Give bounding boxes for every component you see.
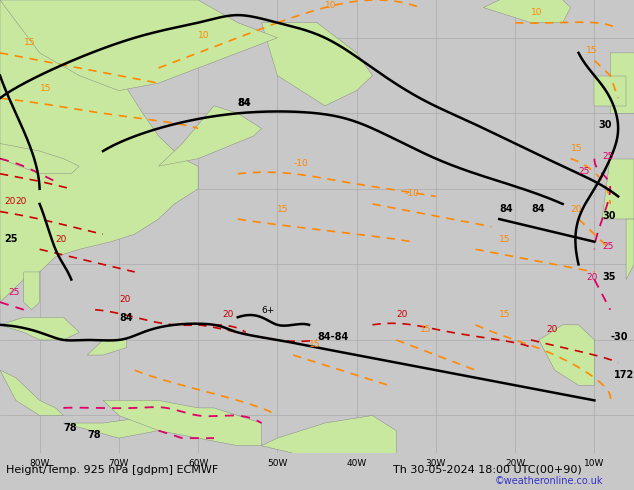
Text: 20: 20 (586, 272, 598, 281)
Text: 20: 20 (547, 325, 558, 334)
Polygon shape (539, 325, 595, 385)
Polygon shape (261, 416, 396, 461)
Text: Th 30-05-2024 18:00 UTC(00+90): Th 30-05-2024 18:00 UTC(00+90) (393, 465, 582, 475)
Text: -10: -10 (404, 190, 419, 198)
Text: -30: -30 (610, 332, 628, 342)
Text: 172: 172 (614, 370, 634, 380)
Polygon shape (63, 408, 198, 438)
Polygon shape (610, 53, 634, 113)
Text: 20: 20 (55, 235, 67, 244)
Text: 10: 10 (325, 0, 337, 9)
Polygon shape (0, 0, 277, 91)
Text: 30W: 30W (425, 459, 446, 468)
Text: 20: 20 (222, 310, 233, 319)
Polygon shape (595, 75, 626, 106)
Polygon shape (0, 318, 79, 340)
Text: 84: 84 (238, 98, 251, 108)
Text: 35: 35 (602, 271, 616, 281)
Text: 84: 84 (531, 203, 545, 214)
Text: 78: 78 (63, 422, 77, 433)
Polygon shape (483, 0, 571, 23)
Polygon shape (0, 144, 79, 174)
Text: 80W: 80W (29, 459, 50, 468)
Text: 20: 20 (16, 197, 27, 206)
Text: 25: 25 (602, 242, 614, 251)
Polygon shape (103, 400, 261, 446)
Text: 15: 15 (39, 84, 51, 93)
Polygon shape (0, 0, 198, 302)
Text: 6+: 6+ (261, 307, 275, 316)
Text: 15: 15 (277, 204, 289, 214)
Text: 1: 1 (0, 151, 2, 161)
Text: 20: 20 (396, 310, 408, 319)
Text: 15: 15 (309, 341, 321, 349)
Text: 25: 25 (578, 167, 590, 176)
Polygon shape (0, 370, 63, 416)
Polygon shape (602, 159, 634, 219)
Text: 30: 30 (602, 211, 616, 221)
Text: 84-84: 84-84 (317, 332, 348, 342)
Text: 15: 15 (420, 325, 432, 334)
Polygon shape (23, 272, 39, 310)
Text: 15: 15 (571, 144, 582, 153)
Text: 78: 78 (87, 430, 101, 440)
Text: 60W: 60W (188, 459, 209, 468)
Polygon shape (626, 219, 634, 279)
Polygon shape (87, 340, 127, 355)
Text: 84: 84 (238, 98, 251, 108)
Polygon shape (158, 106, 261, 166)
Text: 50W: 50W (267, 459, 288, 468)
Text: 20: 20 (571, 204, 582, 214)
Text: 20W: 20W (505, 459, 525, 468)
Text: ©weatheronline.co.uk: ©weatheronline.co.uk (495, 476, 603, 486)
Text: 25: 25 (602, 151, 614, 161)
Text: 15: 15 (500, 235, 511, 244)
Text: 25: 25 (4, 234, 18, 244)
Text: -10: -10 (293, 159, 308, 168)
Text: 40W: 40W (347, 459, 366, 468)
Text: 15: 15 (500, 310, 511, 319)
Text: 84: 84 (119, 313, 133, 323)
Text: Height/Temp. 925 hPa [gdpm] ECMWF: Height/Temp. 925 hPa [gdpm] ECMWF (6, 465, 219, 475)
Text: 25: 25 (8, 288, 19, 296)
Text: 20: 20 (4, 197, 15, 206)
Text: 10: 10 (198, 31, 210, 40)
Polygon shape (261, 23, 372, 106)
Text: 10W: 10W (584, 459, 605, 468)
Text: 15: 15 (23, 38, 36, 48)
Text: 15: 15 (586, 46, 598, 55)
Text: 20: 20 (119, 295, 130, 304)
Text: 70W: 70W (108, 459, 129, 468)
Text: 10: 10 (531, 8, 543, 17)
Text: 84: 84 (500, 203, 513, 214)
Text: 30: 30 (598, 121, 612, 130)
